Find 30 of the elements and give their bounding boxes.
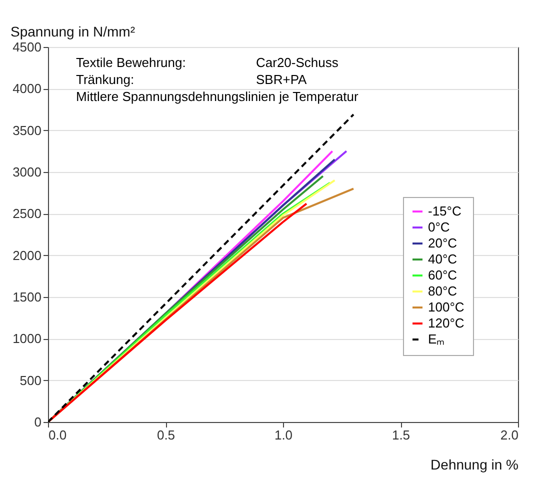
legend-label: 100°C bbox=[428, 300, 464, 314]
y-tick-label: 500 bbox=[20, 372, 42, 388]
x-tick-label: 2.0 bbox=[500, 428, 518, 442]
y-tick-label: 4500 bbox=[12, 40, 42, 54]
y-tick-label: 1500 bbox=[12, 290, 42, 304]
line-series bbox=[48, 202, 308, 422]
legend-label: 40°C bbox=[428, 252, 458, 266]
legend-label: 0°C bbox=[428, 220, 450, 234]
text: Tränkung: SBR+PA bbox=[76, 72, 307, 87]
x-tick-label: 0.0 bbox=[48, 428, 67, 442]
y-tick-label: 3500 bbox=[12, 122, 42, 138]
legend-label: Eₘ bbox=[428, 332, 445, 346]
y-tick-label: 1000 bbox=[12, 331, 42, 346]
y-tick-label: 2000 bbox=[12, 248, 42, 263]
x-tick-label: 1.5 bbox=[392, 428, 410, 442]
legend-label: 60°C bbox=[428, 268, 458, 282]
legend-label: 80°C bbox=[428, 284, 458, 298]
y-tick-label: 3000 bbox=[12, 164, 42, 180]
x-axis-title: Dehnung in % bbox=[430, 456, 518, 472]
legend-label: 20°C bbox=[428, 236, 458, 250]
legend-label: 120°C bbox=[428, 316, 464, 330]
y-axis-title: Spannung in N/mm² bbox=[10, 24, 136, 40]
y-tick-label: 0 bbox=[34, 414, 42, 430]
y-tick-label: 4000 bbox=[12, 81, 42, 96]
y-tick-label: 2500 bbox=[12, 206, 42, 222]
text: Textile Bewehrung: Car20-Schuss bbox=[76, 55, 338, 70]
x-tick-label: 1.0 bbox=[274, 428, 293, 442]
x-tick-label: 0.5 bbox=[156, 428, 176, 442]
legend-label: -15°C bbox=[428, 204, 462, 218]
annotation: Mittlere Spannungsdehnungslinien je Temperatur bbox=[76, 89, 359, 104]
